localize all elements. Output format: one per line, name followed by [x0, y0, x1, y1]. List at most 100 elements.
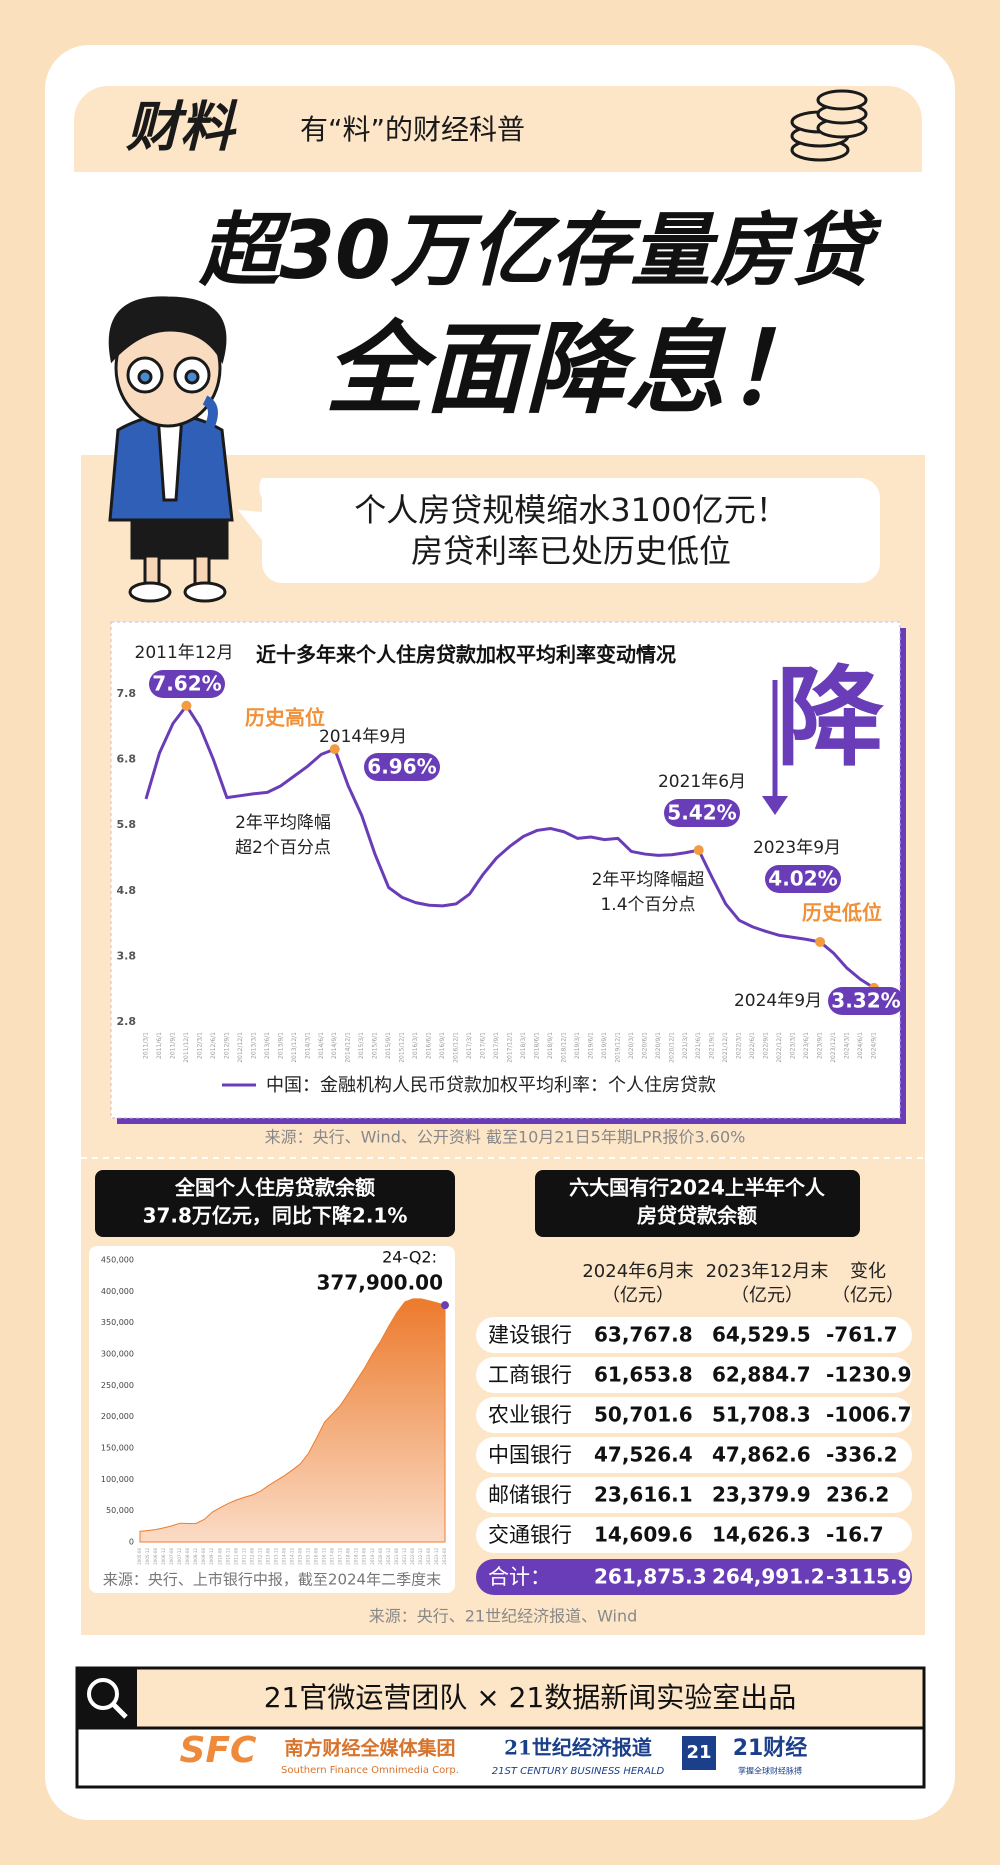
row-pill	[476, 1437, 912, 1473]
x-tick-label: 2016-06	[314, 1548, 319, 1565]
headline: 超30万亿存量房贷	[198, 204, 882, 297]
x-tick-label: 2022/9/1	[763, 1032, 770, 1059]
footer-band	[77, 1668, 924, 1728]
x-tick-label: 2014/9/1	[331, 1032, 338, 1059]
x-tick-label: 2017/6/1	[480, 1032, 487, 1059]
cartoon-hair	[108, 296, 227, 364]
x-tick-label: 2017-06	[330, 1548, 335, 1565]
x-tick-label: 2010-12	[225, 1548, 230, 1565]
value-label: 377,900.00	[316, 1271, 443, 1295]
x-tick-label: 2019/3/1	[574, 1032, 581, 1059]
annotation: 2年平均降幅	[235, 813, 331, 833]
cartoon-eye	[137, 369, 153, 385]
x-tick-label: 2013/6/1	[264, 1032, 271, 1059]
y-tick-label: 50,000	[106, 1506, 134, 1515]
x-tick-label: 2015-12	[306, 1548, 311, 1565]
x-tick-label: 2019/12/1	[614, 1032, 621, 1063]
column-header: 2023年12月末	[706, 1261, 829, 1282]
search-icon-box	[77, 1668, 137, 1728]
cell-value: 47,862.6	[712, 1443, 811, 1467]
y-tick-label: 6.8	[117, 753, 137, 766]
x-tick-label: 2016/9/1	[439, 1032, 446, 1059]
cartoon-arm	[190, 395, 218, 453]
x-tick-label: 2016/6/1	[426, 1032, 433, 1059]
bank-name: 合计：	[488, 1565, 551, 1589]
x-tick-label: 2015/12/1	[399, 1032, 406, 1063]
x-tick-label: 2017-12	[338, 1548, 343, 1565]
x-tick-label: 2011/6/1	[156, 1032, 163, 1059]
y-tick-label: 5.8	[117, 818, 137, 831]
x-tick-label: 2011-06	[233, 1548, 238, 1565]
value-label-pill	[364, 753, 440, 781]
x-tick-label: 2012/9/1	[223, 1032, 230, 1059]
x-tick-label: 2020-06	[378, 1548, 383, 1565]
cell-value: 64,529.5	[712, 1323, 811, 1347]
y-tick-label: 400,000	[101, 1287, 134, 1296]
x-tick-label: 2015/9/1	[385, 1032, 392, 1059]
bubble-text: 个人房贷规模缩水3100亿元！	[354, 491, 787, 529]
value-label: 5.42%	[667, 801, 736, 825]
x-tick-label: 2018/12/1	[560, 1032, 567, 1063]
speech-bubble	[238, 478, 880, 583]
chart2-source: 来源：央行、上市银行中报，截至2024年二季度末	[103, 1571, 441, 1589]
cell-value: 61,653.8	[594, 1363, 693, 1387]
x-tick-label: 2016/12/1	[453, 1032, 460, 1063]
area	[139, 1298, 446, 1543]
x-tick-label: 2023-12	[434, 1548, 439, 1565]
cartoon-shirt	[156, 413, 184, 502]
x-tick-label: 2021/6/1	[695, 1032, 702, 1059]
x-tick-label: 2007-06	[169, 1548, 174, 1565]
x-tick-label: 2019-12	[370, 1548, 375, 1565]
logo-21-box	[682, 1736, 716, 1770]
column-header: （亿元）	[731, 1285, 803, 1306]
bank-name: 交通银行	[488, 1523, 572, 1547]
x-tick-label: 2015/3/1	[358, 1032, 365, 1059]
x-tick-label: 2014-06	[281, 1548, 286, 1565]
chart2-title: 全国个人住房贷款余额	[174, 1176, 375, 1200]
highlight-point	[815, 936, 826, 947]
highlight-point	[693, 845, 704, 856]
annotation: 2年平均降幅超	[592, 870, 705, 890]
logo-text: 掌握全球财经脉搏	[738, 1766, 802, 1776]
x-tick-label: 2013/3/1	[250, 1032, 257, 1059]
x-tick-label: 2009-06	[201, 1548, 206, 1565]
x-tick-label: 2017/12/1	[507, 1032, 514, 1063]
x-tick-label: 2012/3/1	[196, 1032, 203, 1059]
x-tick-label: 2021/12/1	[722, 1032, 729, 1063]
search-icon	[87, 1678, 119, 1710]
y-tick-label: 200,000	[101, 1412, 134, 1421]
coin	[816, 89, 868, 111]
cell-value: 23,379.9	[712, 1483, 811, 1507]
x-tick-label: 2009-12	[209, 1548, 214, 1565]
bank-name: 工商银行	[488, 1363, 572, 1387]
x-tick-label: 2024/3/1	[844, 1032, 851, 1059]
column-header: 2024年6月末	[582, 1261, 693, 1282]
cell-value: 14,626.3	[712, 1523, 811, 1547]
column-header: （亿元）	[602, 1285, 674, 1306]
row-pill	[476, 1477, 912, 1513]
cell-value: -3115.9	[826, 1565, 911, 1589]
cell-value: -761.7	[826, 1323, 898, 1347]
x-tick-label: 2020/6/1	[641, 1032, 648, 1059]
y-tick-label: 450,000	[101, 1256, 134, 1265]
highlight-point	[181, 700, 192, 711]
bubble-text: 房贷利率已处历史低位	[411, 532, 731, 570]
table-source: 来源：央行、21世纪经济报道、Wind	[369, 1607, 638, 1626]
chart1-title: 近十多年来个人住房贷款加权平均利率变动情况	[256, 643, 676, 667]
x-tick-label: 2019/9/1	[601, 1032, 608, 1059]
value-label-pill	[664, 799, 740, 827]
x-tick-label: 2023/3/1	[790, 1032, 797, 1059]
x-tick-label: 2014/12/1	[345, 1032, 352, 1063]
x-tick-label: 2013-06	[265, 1548, 270, 1565]
table-title: 六大国有行2024上半年个人	[569, 1176, 826, 1200]
x-tick-label: 2006-12	[161, 1548, 166, 1565]
y-tick-label: 7.8	[117, 687, 137, 700]
x-tick-label: 2013/9/1	[277, 1032, 284, 1059]
x-tick-label: 2020-12	[386, 1548, 391, 1565]
annotation: 超2个百分点	[235, 838, 331, 858]
x-tick-label: 2018-12	[354, 1548, 359, 1565]
slogan: 有“料”的财经科普	[300, 113, 525, 146]
x-tick-label: 2021/9/1	[709, 1032, 716, 1059]
cartoon-shoe	[128, 581, 172, 603]
